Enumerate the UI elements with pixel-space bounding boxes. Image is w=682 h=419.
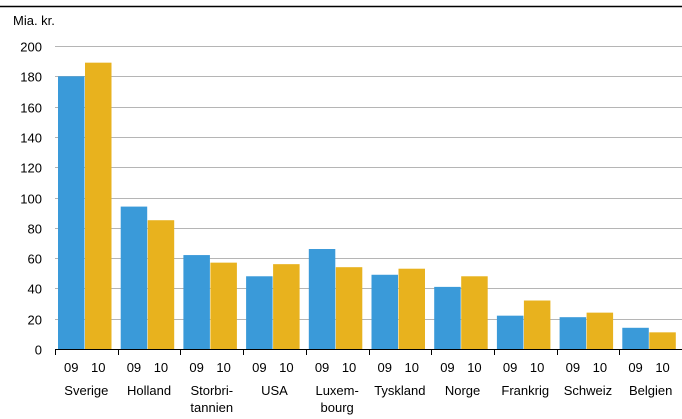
bar (246, 276, 273, 349)
year-label: 10 (279, 360, 293, 375)
bar (273, 264, 300, 349)
year-label: 10 (342, 360, 356, 375)
category-label: bourg (321, 400, 354, 415)
bar (58, 76, 85, 350)
y-tick-label: 100 (20, 192, 42, 207)
y-tick-label: 60 (28, 252, 42, 267)
y-tick-label: 40 (28, 282, 42, 297)
bar (183, 255, 210, 349)
bar (559, 317, 587, 349)
bar (308, 249, 336, 349)
category-label: Belgien (629, 383, 672, 398)
category-label: Frankrig (501, 383, 549, 398)
bar (496, 315, 524, 349)
category-label: Luxem- (315, 383, 358, 398)
bar (622, 327, 649, 349)
year-label: 09 (64, 360, 78, 375)
category-label: Sverige (64, 383, 108, 398)
x-axis-labels: 09 10 Sverige 09 10 Holland 09 10 Storbri-tannie… (64, 360, 672, 415)
year-label: 10 (467, 360, 481, 375)
bar (335, 267, 363, 349)
bar (85, 62, 112, 349)
bar (120, 206, 148, 349)
category-label: Schweiz (564, 383, 612, 398)
y-axis-ticks: 0 20 40 60 80 100 120 140 160 180 200 (20, 40, 42, 358)
year-label: 09 (628, 360, 642, 375)
year-label: 10 (593, 360, 607, 375)
year-label: 10 (530, 360, 544, 375)
y-tick-label: 180 (20, 70, 42, 85)
bar (398, 268, 425, 349)
year-label: 10 (655, 360, 669, 375)
category-label: tannien (190, 400, 233, 415)
y-tick-label: 20 (28, 313, 42, 328)
year-label: 09 (566, 360, 580, 375)
y-tick-label: 200 (20, 40, 42, 55)
bar (461, 276, 488, 349)
year-label: 10 (216, 360, 230, 375)
y-tick-label: 80 (28, 222, 42, 237)
bar (649, 332, 676, 349)
bar (434, 286, 461, 349)
year-label: 09 (189, 360, 203, 375)
bar (586, 312, 614, 349)
year-label: 09 (252, 360, 266, 375)
category-label: Norge (445, 383, 480, 398)
bar (523, 300, 551, 349)
y-tick-label: 0 (35, 343, 42, 358)
year-label: 09 (378, 360, 392, 375)
category-label: Tyskland (374, 383, 425, 398)
bar (371, 274, 398, 349)
y-axis-unit-label: Mia. kr. (13, 13, 55, 28)
bar (147, 220, 175, 349)
category-label: Holland (127, 383, 171, 398)
x-axis-ticks (55, 349, 620, 355)
year-label: 10 (154, 360, 168, 375)
year-label: 10 (91, 360, 105, 375)
y-tick-label: 120 (20, 161, 42, 176)
bars (58, 62, 676, 350)
bar (210, 262, 237, 349)
year-label: 09 (315, 360, 329, 375)
year-label: 10 (405, 360, 419, 375)
year-label: 09 (127, 360, 141, 375)
year-label: 09 (503, 360, 517, 375)
category-label: USA (261, 383, 288, 398)
year-label: 09 (440, 360, 454, 375)
y-tick-label: 140 (20, 131, 42, 146)
category-label: Storbri- (190, 383, 233, 398)
y-tick-label: 160 (20, 101, 42, 116)
